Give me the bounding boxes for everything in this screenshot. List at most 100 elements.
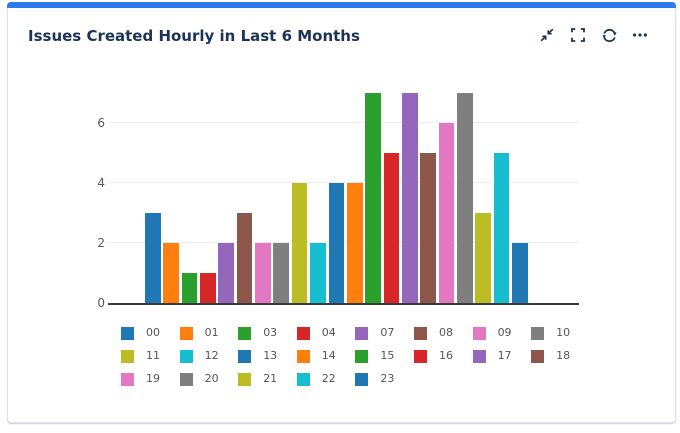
legend-row: 11 12 13 14 15 16 17 18: [121, 349, 590, 363]
legend-item-13[interactable]: 13: [238, 349, 297, 363]
legend-swatch: [472, 349, 486, 363]
bar-hour-01[interactable]: [163, 243, 180, 303]
bar-hour-10[interactable]: [273, 243, 290, 303]
legend-item-15[interactable]: 15: [355, 349, 414, 363]
ellipsis-icon: [632, 27, 648, 43]
legend-label: 20: [204, 372, 219, 385]
legend-label: 09: [497, 326, 512, 339]
bar-hour-18[interactable]: [420, 153, 436, 303]
collapse-button[interactable]: [538, 26, 556, 44]
legend-swatch: [296, 349, 310, 363]
legend-item-10[interactable]: 10: [531, 326, 590, 340]
bar-hour-15[interactable]: [365, 93, 381, 303]
bar-hour-09[interactable]: [255, 243, 271, 303]
fullscreen-icon: [570, 27, 586, 43]
bar-hour-17[interactable]: [401, 93, 418, 303]
legend-label: 21: [263, 372, 278, 385]
bar-hour-08[interactable]: [236, 213, 253, 303]
refresh-icon: [601, 27, 618, 44]
legend-label: 18: [556, 349, 571, 362]
legend-item-11[interactable]: 11: [121, 349, 180, 363]
legend-item-23[interactable]: 23: [355, 372, 414, 386]
y-axis-tick-label: 6: [97, 116, 105, 130]
legend-swatch: [355, 349, 369, 363]
legend-label: 03: [263, 326, 278, 339]
legend-swatch: [238, 349, 252, 363]
legend-swatch: [121, 349, 134, 363]
legend-label: 16: [438, 349, 453, 362]
legend-label: 01: [204, 326, 219, 339]
legend-swatch: [179, 326, 193, 340]
legend-swatch: [238, 326, 252, 340]
legend-label: 00: [146, 326, 160, 339]
bar-hour-22[interactable]: [493, 153, 510, 303]
legend-swatch: [413, 349, 427, 363]
legend-label: 13: [263, 349, 278, 362]
legend-item-17[interactable]: 17: [472, 349, 532, 363]
legend-item-22[interactable]: 22: [296, 372, 356, 386]
card-accent-bar: [7, 2, 676, 8]
page-title: Issues Created Hourly in Last 6 Months: [28, 27, 360, 45]
bar-hour-07[interactable]: [218, 243, 235, 303]
legend-label: 14: [321, 349, 336, 362]
legend-swatch: [121, 326, 134, 340]
gadget-toolbar: [538, 26, 649, 44]
legend-label: 07: [380, 326, 395, 339]
more-button[interactable]: [631, 26, 649, 44]
legend-item-20[interactable]: 20: [179, 372, 239, 386]
y-axis-tick-label: 2: [97, 236, 105, 250]
chart-legend: 00 01 03 04 07 08 09 10 11 12 13 14 15 16 17 18 19 20 21 22…: [121, 326, 590, 395]
bar-hour-11[interactable]: [291, 183, 308, 303]
bar-hour-14[interactable]: [346, 183, 363, 303]
legend-item-21[interactable]: 21: [238, 372, 297, 386]
legend-swatch: [296, 372, 310, 386]
legend-label: 22: [321, 372, 336, 385]
bar-hour-21[interactable]: [475, 213, 491, 303]
legend-item-18[interactable]: 18: [531, 349, 590, 363]
bar-hour-19[interactable]: [438, 123, 455, 303]
legend-row: 00 01 03 04 07 08 09 10: [121, 326, 590, 340]
bar-hour-16[interactable]: [383, 153, 400, 303]
legend-swatch: [413, 326, 427, 340]
legend-item-08[interactable]: 08: [413, 326, 473, 340]
bar-hour-23[interactable]: [512, 243, 528, 303]
legend-swatch: [472, 326, 486, 340]
legend-swatch: [238, 372, 252, 386]
legend-label: 04: [321, 326, 336, 339]
legend-row: 19 20 21 22 23: [121, 372, 590, 386]
legend-label: 17: [497, 349, 512, 362]
legend-item-01[interactable]: 01: [179, 326, 239, 340]
legend-label: 12: [204, 349, 219, 362]
legend-label: 08: [438, 326, 453, 339]
legend-swatch: [179, 372, 193, 386]
legend-swatch: [296, 326, 310, 340]
legend-item-04[interactable]: 04: [296, 326, 356, 340]
legend-item-03[interactable]: 03: [238, 326, 297, 340]
bar-hour-03[interactable]: [181, 273, 198, 303]
legend-item-09[interactable]: 09: [472, 326, 532, 340]
legend-item-19[interactable]: 19: [121, 372, 180, 386]
bar-hour-00[interactable]: [145, 213, 161, 303]
legend-swatch: [179, 349, 193, 363]
legend-swatch: [355, 326, 369, 340]
legend-item-07[interactable]: 07: [355, 326, 414, 340]
legend-item-16[interactable]: 16: [413, 349, 473, 363]
legend-label: 11: [146, 349, 160, 362]
gridline-y-6: [108, 122, 579, 123]
bar-hour-04[interactable]: [200, 273, 216, 303]
legend-label: 19: [146, 372, 160, 385]
bar-hour-20[interactable]: [456, 93, 473, 303]
legend-item-00[interactable]: 00: [121, 326, 180, 340]
legend-item-14[interactable]: 14: [296, 349, 356, 363]
fullscreen-button[interactable]: [569, 26, 587, 44]
legend-item-12[interactable]: 12: [179, 349, 239, 363]
bar-hour-13[interactable]: [328, 183, 345, 303]
legend-swatch: [531, 349, 545, 363]
bar-chart: 0 2 4 6: [8, 3, 677, 323]
legend-swatch: [121, 372, 134, 386]
legend-label: 10: [556, 326, 571, 339]
dashboard-gadget-card: Issues Created Hourly in Last 6 Months: [7, 2, 676, 423]
legend-label: 15: [380, 349, 395, 362]
refresh-button[interactable]: [600, 26, 618, 44]
bar-hour-12[interactable]: [310, 243, 326, 303]
